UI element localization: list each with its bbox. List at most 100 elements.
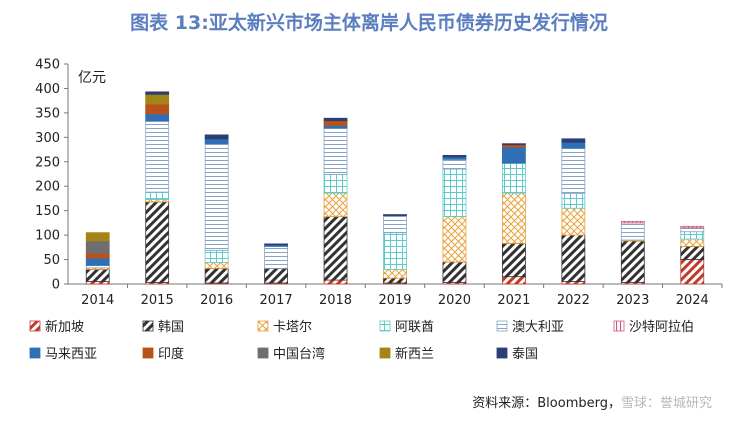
x-tick-label: 2024 (676, 293, 709, 308)
legend-label: 澳大利亚 (512, 319, 564, 335)
axes: 0 50 100 150 200 250 300 350 400 450 亿元 2014 2015 201… (35, 58, 723, 308)
bar-segment (323, 120, 348, 127)
bar-segment (145, 93, 170, 105)
bar-segment (502, 143, 526, 146)
legend-swatch (379, 347, 391, 359)
bar-segment (204, 267, 229, 284)
bar-segment (680, 245, 705, 260)
bar-segment (561, 147, 586, 194)
bar-segment (502, 192, 526, 244)
bar-segment (85, 268, 110, 282)
legend-swatch (29, 320, 41, 332)
y-tick-label: 0 (52, 278, 60, 293)
bar-segment (323, 216, 348, 281)
bar-segment (204, 249, 229, 263)
bar-segment (442, 158, 467, 170)
bar-segment (620, 222, 645, 241)
bar-segment (323, 127, 348, 175)
legend-label: 中国台湾 (273, 346, 325, 362)
legend-label: 韩国 (158, 320, 184, 335)
bar-segment (620, 240, 645, 283)
bar-segment (502, 276, 526, 285)
x-tick-label: 2023 (616, 293, 649, 308)
y-tick-label: 400 (35, 82, 60, 97)
bar-segment (680, 231, 705, 240)
bar-segment (561, 207, 586, 236)
bar-segment (383, 214, 407, 216)
bar-segment (204, 262, 229, 269)
legend-swatch (613, 320, 625, 332)
x-tick-label: 2017 (260, 293, 293, 308)
legend-label: 卡塔尔 (273, 320, 312, 335)
bar-segment (442, 168, 467, 217)
bar-segment (204, 138, 229, 145)
legend-label: 印度 (158, 346, 184, 362)
legend-label: 新西兰 (395, 346, 434, 362)
legend-label: 新加坡 (45, 319, 84, 335)
chart-title: 图表 13:亚太新兴市场主体离岸人民币债券历史发行情况 (130, 12, 608, 34)
legend-swatch (496, 347, 508, 359)
bar-segment (442, 155, 467, 158)
legend-label: 沙特阿拉伯 (629, 320, 694, 335)
bar-segment (561, 193, 586, 209)
bar-segment (680, 227, 705, 233)
x-tick-label: 2016 (200, 293, 233, 308)
bar-segment (442, 216, 467, 263)
bar-segment (264, 243, 288, 246)
bar-segment (145, 91, 170, 95)
bar-segment (145, 191, 170, 200)
bar-segment (264, 245, 288, 269)
bar-segment (680, 225, 705, 229)
bar-segment (502, 162, 526, 194)
x-tick-label: 2021 (497, 293, 530, 308)
bar-segment (680, 238, 705, 247)
bars (85, 91, 705, 285)
legend-swatch (379, 320, 391, 332)
x-tick-label: 2018 (319, 293, 352, 308)
bar-segment (323, 192, 348, 217)
legend-swatch (496, 320, 508, 332)
bar-segment (145, 103, 170, 115)
legend-swatch (29, 347, 41, 359)
x-tick-label: 2020 (438, 293, 471, 308)
bar-segment (561, 234, 586, 282)
bar-segment (85, 240, 110, 254)
bar-segment (264, 267, 288, 284)
legend-label: 马来西亚 (45, 347, 97, 362)
legend-swatch (257, 320, 269, 332)
y-tick-label: 300 (35, 131, 60, 146)
x-tick-label: 2015 (141, 293, 174, 308)
y-unit-label: 亿元 (78, 70, 106, 86)
bar-segment (383, 215, 407, 234)
bar-segment (145, 113, 170, 122)
legend-swatch (257, 347, 269, 359)
source-text: 资料来源：Bloomberg， (472, 396, 621, 411)
y-tick-label: 350 (35, 106, 60, 121)
y-tick-label: 250 (35, 155, 60, 170)
bar-segment (561, 138, 586, 143)
y-tick-label: 100 (35, 229, 60, 244)
source-note: 资料来源：Bloomberg，雪球：誉城研究 (472, 392, 712, 411)
bar-segment (323, 117, 348, 122)
bar-segment (145, 120, 170, 193)
bar-segment (145, 201, 170, 283)
legend-swatch (142, 320, 154, 332)
watermark: 雪球：誉城研究 (620, 396, 712, 411)
bar-segment (383, 232, 407, 270)
bar-segment (502, 146, 526, 164)
bar-segment (620, 221, 645, 224)
x-tick-label: 2022 (557, 293, 590, 308)
legend-label: 阿联酋 (395, 319, 434, 335)
bar-segment (323, 174, 348, 194)
y-tick-label: 150 (35, 204, 60, 219)
bar-segment (85, 257, 110, 266)
bar-segment (383, 277, 407, 284)
bar-segment (502, 243, 526, 278)
bar-segment (85, 252, 110, 259)
x-tick-label: 2014 (81, 293, 114, 308)
bar-segment (204, 134, 229, 140)
bar-segment (323, 279, 348, 285)
legend-label: 泰国 (512, 347, 538, 362)
